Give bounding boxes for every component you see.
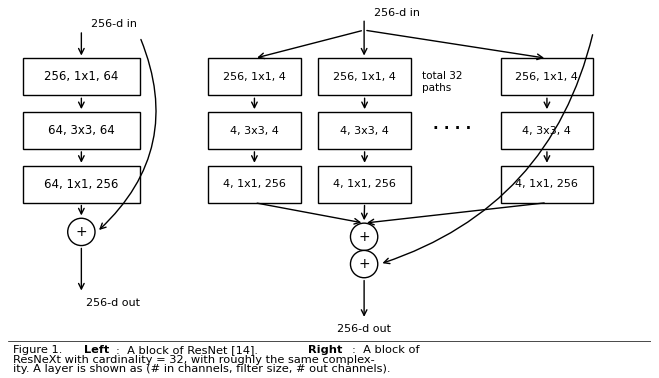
FancyBboxPatch shape <box>501 166 593 203</box>
Text: Left: Left <box>84 345 109 355</box>
Text: 64, 1x1, 256: 64, 1x1, 256 <box>44 178 119 191</box>
FancyBboxPatch shape <box>208 112 301 149</box>
Text: 256-d in: 256-d in <box>91 19 137 29</box>
FancyBboxPatch shape <box>23 112 140 149</box>
FancyBboxPatch shape <box>23 166 140 203</box>
Text: 4, 1x1, 256: 4, 1x1, 256 <box>333 179 396 189</box>
Text: 256, 1x1, 64: 256, 1x1, 64 <box>44 70 119 84</box>
Circle shape <box>68 218 95 246</box>
Text: 4, 1x1, 256: 4, 1x1, 256 <box>515 179 579 189</box>
Text: ResNeXt with cardinality = 32, with roughly the same complex-: ResNeXt with cardinality = 32, with roug… <box>13 355 375 365</box>
FancyBboxPatch shape <box>208 58 301 95</box>
Text: 4, 3x3, 4: 4, 3x3, 4 <box>230 125 279 135</box>
Circle shape <box>351 251 378 278</box>
Text: Right: Right <box>308 345 343 355</box>
Text: +: + <box>358 257 370 271</box>
Text: +: + <box>358 230 370 244</box>
Text: :  A block of ResNet [14].: : A block of ResNet [14]. <box>116 345 269 355</box>
Text: 256-d in: 256-d in <box>374 8 420 17</box>
Text: 64, 3x3, 64: 64, 3x3, 64 <box>48 124 115 137</box>
Text: +: + <box>76 225 87 239</box>
Text: 256, 1x1, 4: 256, 1x1, 4 <box>333 72 396 82</box>
Text: 256, 1x1, 4: 256, 1x1, 4 <box>515 72 579 82</box>
FancyBboxPatch shape <box>208 166 301 203</box>
FancyBboxPatch shape <box>318 166 411 203</box>
FancyBboxPatch shape <box>501 112 593 149</box>
Text: 4, 1x1, 256: 4, 1x1, 256 <box>223 179 286 189</box>
FancyBboxPatch shape <box>501 58 593 95</box>
Text: · · · ·: · · · · <box>433 121 471 136</box>
FancyArrowPatch shape <box>384 35 592 263</box>
Text: 256-d out: 256-d out <box>86 298 140 308</box>
Text: 4, 3x3, 4: 4, 3x3, 4 <box>523 125 571 135</box>
Text: total 32
paths: total 32 paths <box>422 71 462 93</box>
Text: ity. A layer is shown as (# in channels, filter size, # out channels).: ity. A layer is shown as (# in channels,… <box>13 364 391 374</box>
Text: :  A block of: : A block of <box>352 345 419 355</box>
FancyBboxPatch shape <box>23 58 140 95</box>
Text: 256, 1x1, 4: 256, 1x1, 4 <box>223 72 286 82</box>
Text: 256-d out: 256-d out <box>337 324 391 335</box>
FancyArrowPatch shape <box>100 39 156 229</box>
Text: 4, 3x3, 4: 4, 3x3, 4 <box>340 125 389 135</box>
FancyBboxPatch shape <box>318 112 411 149</box>
Circle shape <box>351 223 378 251</box>
Text: Figure 1.: Figure 1. <box>13 345 70 355</box>
FancyBboxPatch shape <box>318 58 411 95</box>
